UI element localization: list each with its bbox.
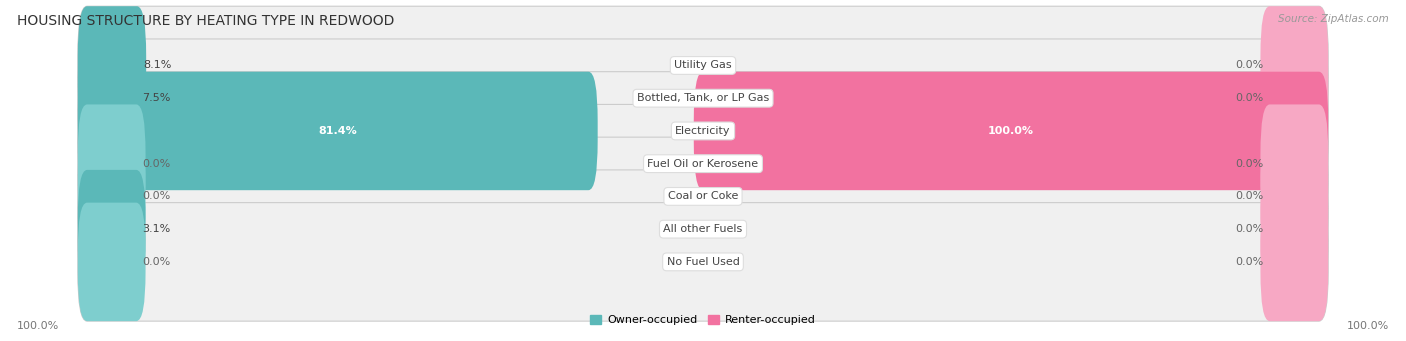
FancyBboxPatch shape xyxy=(77,72,598,190)
Text: Fuel Oil or Kerosene: Fuel Oil or Kerosene xyxy=(647,159,759,169)
FancyBboxPatch shape xyxy=(1260,39,1329,158)
Text: Utility Gas: Utility Gas xyxy=(675,60,731,71)
Text: No Fuel Used: No Fuel Used xyxy=(666,257,740,267)
Text: Bottled, Tank, or LP Gas: Bottled, Tank, or LP Gas xyxy=(637,93,769,103)
FancyBboxPatch shape xyxy=(77,104,146,223)
FancyBboxPatch shape xyxy=(1260,203,1329,321)
FancyBboxPatch shape xyxy=(1260,137,1329,256)
FancyBboxPatch shape xyxy=(77,170,146,288)
Text: Source: ZipAtlas.com: Source: ZipAtlas.com xyxy=(1278,14,1389,24)
Text: 0.0%: 0.0% xyxy=(142,257,170,267)
Text: 0.0%: 0.0% xyxy=(142,159,170,169)
Text: 100.0%: 100.0% xyxy=(1347,321,1389,331)
Text: Electricity: Electricity xyxy=(675,126,731,136)
FancyBboxPatch shape xyxy=(77,203,146,321)
FancyBboxPatch shape xyxy=(77,6,1329,125)
Text: All other Fuels: All other Fuels xyxy=(664,224,742,234)
FancyBboxPatch shape xyxy=(77,72,1329,190)
Legend: Owner-occupied, Renter-occupied: Owner-occupied, Renter-occupied xyxy=(591,315,815,325)
Text: 0.0%: 0.0% xyxy=(1236,60,1264,71)
Text: 81.4%: 81.4% xyxy=(318,126,357,136)
Text: 100.0%: 100.0% xyxy=(988,126,1033,136)
FancyBboxPatch shape xyxy=(1260,6,1329,125)
Text: 0.0%: 0.0% xyxy=(1236,159,1264,169)
FancyBboxPatch shape xyxy=(77,170,1329,288)
Text: 0.0%: 0.0% xyxy=(142,191,170,202)
FancyBboxPatch shape xyxy=(77,137,146,256)
FancyBboxPatch shape xyxy=(77,104,1329,223)
Text: 0.0%: 0.0% xyxy=(1236,224,1264,234)
Text: 0.0%: 0.0% xyxy=(1236,257,1264,267)
Text: Coal or Coke: Coal or Coke xyxy=(668,191,738,202)
Text: 0.0%: 0.0% xyxy=(1236,191,1264,202)
FancyBboxPatch shape xyxy=(77,6,146,125)
Text: 3.1%: 3.1% xyxy=(142,224,170,234)
FancyBboxPatch shape xyxy=(77,39,1329,158)
Text: HOUSING STRUCTURE BY HEATING TYPE IN REDWOOD: HOUSING STRUCTURE BY HEATING TYPE IN RED… xyxy=(17,14,394,28)
FancyBboxPatch shape xyxy=(77,203,1329,321)
FancyBboxPatch shape xyxy=(1260,170,1329,288)
Text: 100.0%: 100.0% xyxy=(17,321,59,331)
Text: 8.1%: 8.1% xyxy=(143,60,172,71)
FancyBboxPatch shape xyxy=(77,39,146,158)
FancyBboxPatch shape xyxy=(77,137,1329,256)
FancyBboxPatch shape xyxy=(693,72,1329,190)
FancyBboxPatch shape xyxy=(1260,104,1329,223)
Text: 0.0%: 0.0% xyxy=(1236,93,1264,103)
Text: 7.5%: 7.5% xyxy=(142,93,172,103)
